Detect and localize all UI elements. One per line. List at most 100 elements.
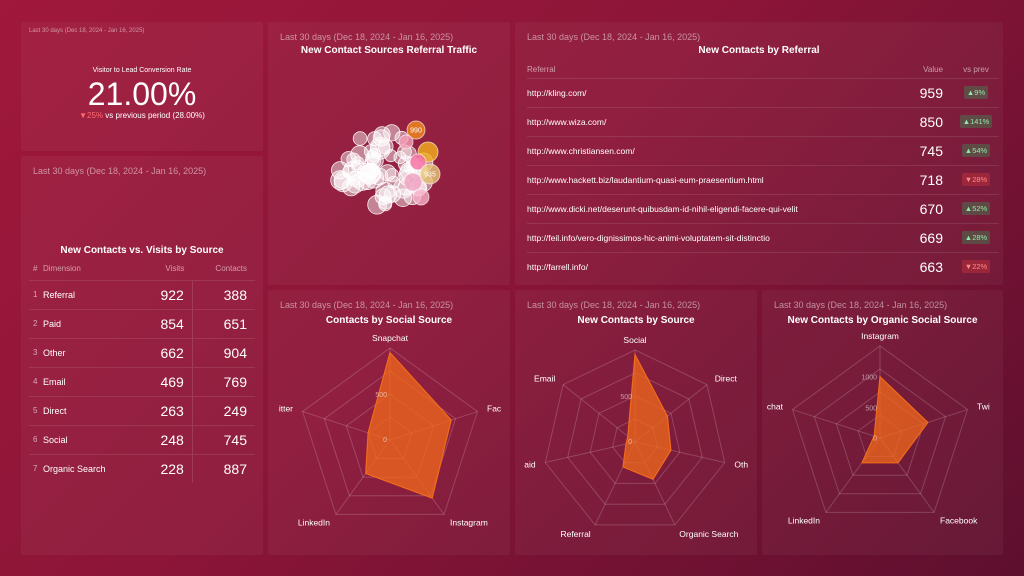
bubble[interactable]	[351, 159, 365, 173]
bubble[interactable]	[330, 161, 350, 180]
radar-series-area[interactable]	[861, 375, 929, 464]
radar-tick-label: 1000	[861, 375, 877, 382]
bubble[interactable]	[366, 148, 382, 163]
table-row: 1 Referral 922 388	[29, 279, 255, 309]
bubble[interactable]	[373, 126, 391, 143]
change-badge: ▲54%	[961, 144, 991, 157]
change-badge: ▼22%	[961, 260, 991, 274]
organic-radar-panel: Last 30 days (Dec 18, 2024 - Jan 16, 202…	[762, 290, 1003, 555]
radar-axis-label: Oth	[734, 460, 748, 470]
bubble[interactable]	[333, 173, 353, 193]
radar-axis-label: Snapchat	[372, 333, 409, 343]
bubble[interactable]	[419, 163, 441, 185]
table-row: 5 Direct 263 249	[29, 395, 255, 425]
row-contacts: 745	[191, 424, 255, 454]
bubble[interactable]	[352, 131, 368, 146]
visits-panel: Last 30 days (Dec 18, 2024 - Jan 16, 202…	[21, 156, 263, 555]
row-change-cell: ▲52%	[953, 193, 999, 223]
row-url[interactable]: http://kling.com/	[527, 77, 893, 107]
radar-axis-label: Direct	[715, 373, 738, 383]
radar-axis-label: LinkedIn	[298, 518, 330, 528]
radar-axis-label: Instagram	[450, 518, 488, 528]
radar-tick-label: 0	[628, 439, 632, 446]
row-index: 3	[29, 337, 43, 367]
row-value: 669	[893, 222, 953, 252]
row-value: 718	[893, 164, 953, 194]
row-url[interactable]: http://www.hackett.biz/laudantium-quasi-…	[527, 164, 893, 194]
radar-tick-label: 0	[383, 437, 387, 444]
row-visits: 248	[141, 424, 193, 454]
radar-grid-ring	[813, 368, 947, 495]
bubble[interactable]	[403, 172, 423, 192]
radar-axis-label: LinkedIn	[788, 516, 820, 526]
row-change-cell: ▲28%	[953, 222, 999, 252]
radar-series-area[interactable]	[365, 351, 452, 499]
row-change-cell: ▲141%	[953, 106, 999, 136]
radar-axis-label: itter	[279, 404, 293, 414]
table-row: 4 Email 469 769	[29, 366, 255, 396]
bubble[interactable]	[409, 153, 427, 171]
table-row: 2 Paid 854 651	[29, 308, 255, 338]
bubble[interactable]	[384, 168, 400, 183]
radar-tick-label: 500	[375, 392, 387, 399]
row-url[interactable]: http://farrell.info/	[527, 251, 893, 281]
bubble[interactable]	[358, 171, 377, 190]
table-row: 7 Organic Search 228 887	[29, 453, 255, 483]
bubble[interactable]	[345, 175, 365, 194]
row-visits: 922	[141, 279, 193, 309]
radar-axis-label: Twi	[977, 402, 990, 412]
kpi-compare: ▼25% vs previous period (28.00%)	[21, 111, 263, 120]
radar-series-area[interactable]	[622, 352, 672, 481]
radar-axis-label: Fac	[487, 404, 502, 414]
bubble[interactable]	[398, 134, 414, 150]
radar-grid-ring	[791, 345, 969, 513]
kpi-period: Last 30 days (Dec 18, 2024 - Jan 16, 202…	[29, 28, 145, 34]
header-index: #	[33, 264, 38, 274]
radar-grid-ring	[301, 347, 479, 515]
row-contacts: 249	[191, 395, 255, 425]
row-index: 7	[29, 453, 43, 483]
kpi-label: Visitor to Lead Conversion Rate	[92, 67, 192, 74]
row-value: 959	[893, 77, 953, 107]
bubble[interactable]	[370, 167, 389, 186]
row-url[interactable]: http://www.dicki.net/deserunt-quibusdam-…	[527, 193, 893, 223]
radar-grid-ring	[589, 395, 681, 484]
kpi-panel: Last 30 days (Dec 18, 2024 - Jan 16, 202…	[21, 22, 263, 151]
bubble[interactable]	[406, 120, 426, 140]
bubble[interactable]	[412, 188, 430, 206]
radar-tick-label: 0	[873, 435, 877, 442]
row-value: 670	[893, 193, 953, 223]
source-radar-panel: Last 30 days (Dec 18, 2024 - Jan 16, 202…	[515, 290, 757, 555]
table-row: http://farrell.info/663 ▼22%	[527, 251, 999, 281]
bubble[interactable]	[330, 170, 351, 191]
change-badge: ▲141%	[959, 115, 993, 128]
organic-title: New Contacts by Organic Social Source	[787, 315, 978, 326]
header-dimension: Dimension	[43, 264, 81, 274]
row-url[interactable]: http://feil.info/vero-dignissimos-hic-an…	[527, 222, 893, 252]
bubble-label: 990	[410, 128, 422, 135]
row-visits: 854	[141, 308, 193, 338]
radar-axis-label: Social	[623, 335, 646, 345]
row-value: 663	[893, 251, 953, 281]
radar-axis-label: Facebook	[940, 516, 978, 526]
row-url[interactable]: http://www.christiansen.com/	[527, 135, 893, 165]
social-radar-panel: Last 30 days (Dec 18, 2024 - Jan 16, 202…	[268, 290, 510, 555]
row-dimension: Organic Search	[43, 453, 142, 483]
social-title: Contacts by Social Source	[325, 315, 453, 326]
row-change-cell: ▼22%	[953, 251, 999, 281]
referral-table: Referral Value vs prev http://kling.com/…	[527, 62, 999, 281]
bubble[interactable]	[393, 188, 413, 208]
table-row: 3 Other 662 904	[29, 337, 255, 367]
radar-grid-ring	[567, 372, 703, 505]
bubble[interactable]	[378, 185, 398, 204]
row-value: 745	[893, 135, 953, 165]
change-badge: ▲28%	[961, 231, 991, 244]
bubble-period: Last 30 days (Dec 18, 2024 - Jan 16, 202…	[280, 32, 454, 42]
row-url[interactable]: http://www.wiza.com/	[527, 106, 893, 136]
kpi-change: ▼25%	[79, 111, 104, 120]
radar-axis-label: Email	[534, 373, 555, 383]
change-badge: ▲9%	[963, 86, 989, 99]
change-badge: ▼28%	[961, 173, 991, 186]
header-visits: Visits	[165, 264, 185, 274]
source-title: New Contacts by Source	[577, 315, 695, 326]
